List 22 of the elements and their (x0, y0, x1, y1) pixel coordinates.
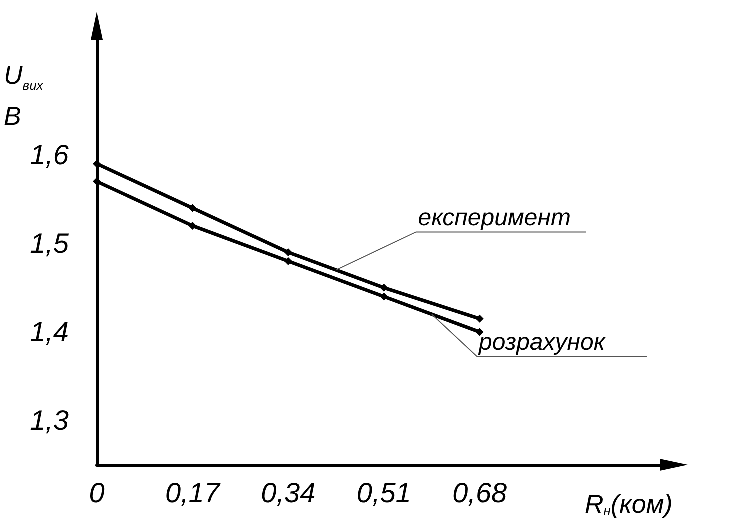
point (93, 178, 101, 186)
x-tick-label: 0 (89, 478, 106, 508)
series-label: розрахунок (478, 328, 607, 356)
x-tick-label: 0,34 (261, 478, 316, 508)
point (380, 292, 388, 301)
x-tick-label: 0,51 (356, 478, 412, 508)
point (380, 284, 388, 292)
y-tick-label: 1,6 (30, 140, 70, 171)
text: експеримент (418, 204, 571, 232)
y-tick-label: 1,4 (30, 316, 69, 348)
y-tick-label: 1,5 (30, 228, 70, 260)
x-axis-title: Rн(ком) (585, 489, 673, 519)
point (188, 204, 197, 212)
y-tick-label: 1,3 (30, 405, 70, 436)
point (476, 328, 484, 336)
point (284, 248, 292, 256)
y-axis-title: U$_{вих}$ В (4, 60, 44, 132)
point (284, 257, 292, 266)
point (476, 314, 484, 323)
x-tick-label: 0,68 (452, 478, 508, 508)
x-tick-label: 0,17 (165, 478, 222, 508)
point (188, 222, 197, 230)
